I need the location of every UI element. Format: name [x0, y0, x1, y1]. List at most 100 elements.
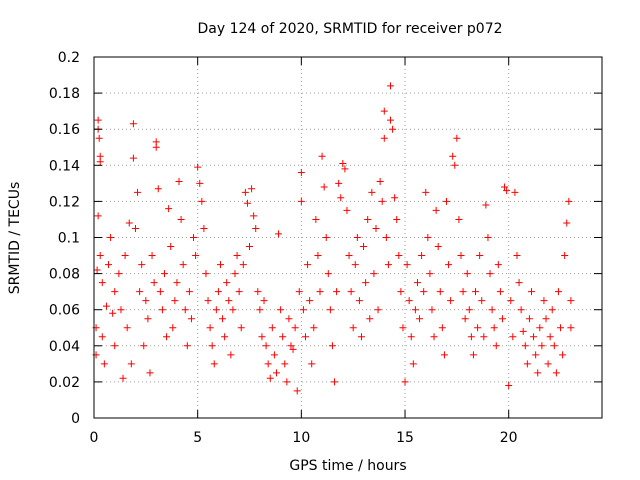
data-point — [216, 261, 224, 269]
data-point — [540, 297, 548, 305]
data-point — [204, 297, 212, 305]
data-point — [337, 194, 345, 202]
data-point — [285, 315, 293, 323]
data-point — [173, 279, 181, 287]
y-tick-label: 0.2 — [58, 50, 80, 66]
data-point — [426, 270, 434, 278]
data-point — [109, 309, 117, 317]
data-point — [422, 188, 430, 196]
data-points — [92, 82, 575, 395]
data-point — [389, 125, 397, 133]
data-point — [185, 288, 193, 296]
data-point — [105, 261, 113, 269]
data-point — [397, 288, 405, 296]
data-point — [382, 234, 390, 241]
data-point — [395, 252, 403, 260]
data-point — [490, 324, 498, 332]
data-point — [440, 351, 448, 359]
data-point — [250, 212, 258, 220]
data-point — [121, 252, 129, 260]
data-point — [515, 279, 523, 287]
data-point — [98, 279, 106, 287]
data-point — [411, 306, 419, 314]
data-point — [563, 219, 571, 227]
data-point — [187, 315, 195, 323]
data-point — [231, 270, 239, 278]
data-point — [125, 219, 133, 227]
data-point — [457, 252, 465, 260]
data-point — [198, 197, 206, 205]
data-point — [521, 342, 529, 350]
data-point — [484, 234, 492, 241]
data-point — [254, 288, 262, 296]
data-point — [409, 360, 417, 368]
data-point — [131, 224, 139, 232]
data-point — [111, 288, 119, 296]
data-point — [378, 197, 386, 205]
chart-title: Day 124 of 2020, SRMTID for receiver p07… — [197, 21, 502, 37]
data-point — [221, 333, 229, 341]
data-point — [214, 288, 222, 296]
data-point — [223, 279, 231, 287]
data-point — [246, 243, 254, 251]
data-point — [96, 158, 104, 166]
data-point — [320, 183, 328, 191]
data-point — [542, 315, 550, 323]
x-tick-label: 5 — [193, 430, 202, 446]
data-point — [94, 116, 102, 124]
data-point — [465, 306, 473, 314]
data-point — [351, 261, 359, 269]
data-point — [316, 288, 324, 296]
data-point — [482, 201, 490, 209]
data-point — [98, 333, 106, 341]
data-point — [160, 270, 168, 278]
data-point — [127, 360, 135, 368]
data-point — [339, 159, 347, 167]
x-tick-label: 0 — [90, 430, 99, 446]
y-axis-label: SRMTID / TECUs — [7, 182, 23, 295]
y-tick-label: 0 — [71, 411, 80, 427]
data-point — [117, 306, 125, 314]
data-point — [150, 279, 158, 287]
data-point — [310, 324, 318, 332]
data-point — [438, 324, 446, 332]
data-point — [210, 360, 218, 368]
data-point — [567, 297, 575, 305]
data-point — [335, 179, 343, 187]
data-point — [94, 212, 102, 220]
data-point — [455, 215, 463, 223]
data-point — [451, 161, 459, 169]
data-point — [181, 306, 189, 314]
data-point — [165, 205, 173, 213]
data-point — [102, 302, 110, 310]
data-point — [304, 261, 312, 269]
data-point — [243, 199, 251, 207]
data-point — [370, 270, 378, 278]
data-point — [156, 288, 164, 296]
data-point — [469, 351, 477, 359]
data-point — [322, 234, 330, 241]
data-point — [129, 120, 137, 128]
data-point — [501, 183, 509, 191]
data-point — [496, 288, 504, 296]
data-point — [505, 382, 513, 390]
data-point — [472, 288, 480, 296]
x-axis-label: GPS time / hours — [289, 458, 406, 474]
data-point — [494, 261, 502, 269]
data-point — [208, 342, 216, 350]
data-point — [453, 134, 461, 142]
data-point — [393, 215, 401, 223]
data-point — [364, 215, 372, 223]
data-point — [420, 288, 428, 296]
data-point — [546, 333, 554, 341]
data-point — [544, 360, 552, 368]
data-point — [509, 333, 517, 341]
data-point — [362, 279, 370, 287]
data-point — [272, 369, 280, 377]
data-point — [532, 351, 540, 359]
data-point — [430, 333, 438, 341]
data-point — [559, 351, 567, 359]
data-point — [492, 342, 500, 350]
data-point — [171, 297, 179, 305]
